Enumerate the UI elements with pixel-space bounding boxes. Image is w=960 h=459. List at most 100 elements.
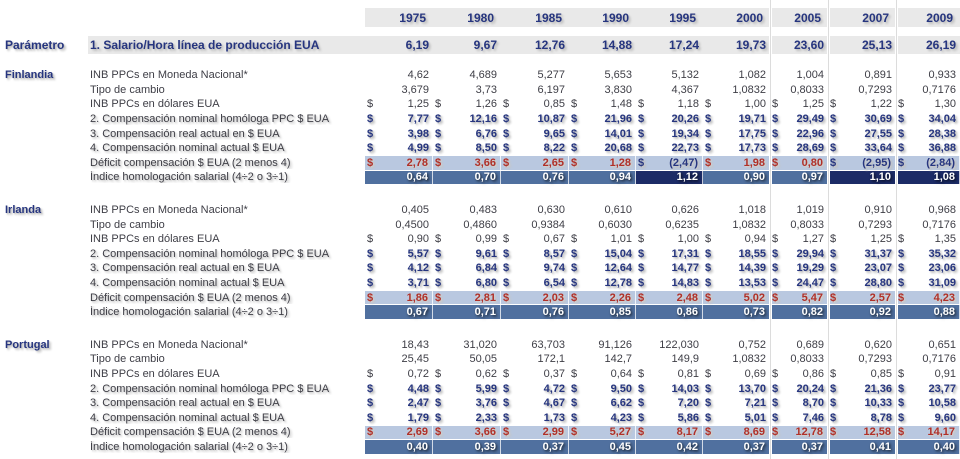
cell-finlandia-comp4-1985[interactable]: $8,22 [503, 142, 565, 155]
cell-portugal-inb_usd-2009[interactable]: $0,91 [898, 367, 956, 380]
cell-finlandia-comp4-2009[interactable]: $36,88 [898, 142, 956, 155]
cell-irlanda-inb_usd-1985[interactable]: $0,67 [503, 233, 565, 246]
row-label-comp2[interactable]: 2. Compensación nominal homóloga PPC $ E… [90, 382, 330, 395]
cell-portugal-comp3-1990[interactable]: $6,62 [571, 397, 632, 410]
cell-finlandia-inb_usd-1995[interactable]: $1,18 [638, 98, 699, 111]
cell-irlanda-comp3-2009[interactable]: $23,06 [898, 262, 956, 275]
row-label-inb_ppc[interactable]: INB PPCs en Moneda Nacional* [90, 338, 248, 351]
cell-irlanda-inb_usd-2000[interactable]: $0,94 [705, 233, 766, 246]
cell-portugal-deficit-2007[interactable]: $12,58 [828, 425, 896, 440]
cell-irlanda-comp3-1980[interactable]: $6,84 [435, 262, 497, 275]
cell-irlanda-inb_ppc-1985[interactable]: 0,630 [537, 204, 565, 217]
cell-portugal-deficit-1975[interactable]: $2,69 [365, 425, 433, 440]
cell-finlandia-inb_usd-2009[interactable]: $1,30 [898, 98, 956, 111]
year-header-1980[interactable]: 1980 [433, 8, 501, 27]
cell-irlanda-comp2-2000[interactable]: $18,55 [705, 247, 766, 260]
cell-portugal-tipo_cambio-1985[interactable]: 172,1 [537, 353, 565, 366]
cell-irlanda-deficit-1990[interactable]: $2,26 [569, 290, 636, 305]
row-label-comp4[interactable]: 4. Compensación nominal actual $ EUA [90, 411, 285, 424]
cell-irlanda-comp4-1980[interactable]: $6,80 [435, 277, 497, 290]
cell-irlanda-inb_usd-1980[interactable]: $0,99 [435, 233, 497, 246]
cell-irlanda-comp3-2005[interactable]: $19,29 [772, 262, 824, 275]
cell-irlanda-inb_ppc-2005[interactable]: 1,019 [796, 204, 824, 217]
cell-irlanda-comp4-2000[interactable]: $13,53 [705, 277, 766, 290]
cell-parametro-1990[interactable]: 14,88 [569, 36, 636, 54]
row-label-tipo_cambio[interactable]: Tipo de cambio [90, 83, 165, 96]
cell-irlanda-deficit-1995[interactable]: $2,48 [636, 290, 703, 305]
cell-portugal-tipo_cambio-1975[interactable]: 25,45 [401, 353, 429, 366]
cell-irlanda-indice-2000[interactable]: 0,73 [703, 305, 770, 319]
year-header-2000[interactable]: 2000 [703, 8, 770, 27]
cell-finlandia-comp4-2007[interactable]: $33,64 [830, 142, 892, 155]
cell-portugal-tipo_cambio-2009[interactable]: 0,7176 [922, 353, 956, 366]
cell-portugal-inb_usd-1975[interactable]: $0,72 [367, 367, 429, 380]
year-header-1975[interactable]: 1975 [365, 8, 433, 27]
cell-portugal-deficit-2005[interactable]: $12,78 [770, 425, 828, 440]
cell-portugal-inb_usd-2005[interactable]: $0,86 [772, 367, 824, 380]
cell-finlandia-deficit-1990[interactable]: $1,28 [569, 156, 636, 170]
cell-irlanda-deficit-2000[interactable]: $5,02 [703, 290, 770, 305]
cell-portugal-indice-1990[interactable]: 0,45 [569, 440, 636, 454]
cell-finlandia-comp2-2005[interactable]: $29,49 [772, 113, 824, 126]
cell-parametro-1980[interactable]: 9,67 [433, 36, 501, 54]
cell-irlanda-tipo_cambio-2009[interactable]: 0,7176 [922, 218, 956, 231]
cell-portugal-comp2-2007[interactable]: $21,36 [830, 382, 892, 395]
cell-finlandia-deficit-2005[interactable]: $0,80 [770, 156, 828, 170]
cell-irlanda-indice-2009[interactable]: 0,88 [896, 305, 960, 319]
cell-finlandia-comp4-1975[interactable]: $4,99 [367, 142, 429, 155]
cell-finlandia-inb_ppc-2000[interactable]: 1,082 [738, 69, 766, 82]
cell-irlanda-tipo_cambio-1980[interactable]: 0,4860 [463, 218, 497, 231]
cell-finlandia-deficit-2000[interactable]: $1,98 [703, 156, 770, 170]
cell-finlandia-comp3-1975[interactable]: $3,98 [367, 127, 429, 140]
cell-finlandia-indice-2007[interactable]: 1,10 [828, 170, 896, 185]
cell-portugal-deficit-1985[interactable]: $2,99 [501, 425, 569, 440]
cell-irlanda-comp4-1990[interactable]: $12,78 [571, 277, 632, 290]
cell-portugal-inb_ppc-1980[interactable]: 31,020 [463, 338, 497, 351]
row-label-inb_ppc[interactable]: INB PPCs en Moneda Nacional* [90, 69, 248, 82]
corner-label[interactable]: Parámetro [5, 38, 65, 52]
cell-portugal-inb_usd-2007[interactable]: $0,85 [830, 367, 892, 380]
cell-portugal-comp2-2000[interactable]: $13,70 [705, 382, 766, 395]
cell-irlanda-inb_ppc-1975[interactable]: 0,405 [401, 204, 429, 217]
year-header-1995[interactable]: 1995 [636, 8, 703, 27]
cell-portugal-tipo_cambio-1990[interactable]: 142,7 [604, 353, 632, 366]
cell-finlandia-inb_ppc-1980[interactable]: 4,689 [469, 69, 497, 82]
cell-finlandia-inb_ppc-2005[interactable]: 1,004 [796, 69, 824, 82]
cell-finlandia-inb_ppc-1975[interactable]: 4,62 [407, 69, 429, 82]
row-label-inb_usd[interactable]: INB PPCs en dólares EUA [90, 367, 220, 380]
row-label-tipo_cambio[interactable]: Tipo de cambio [90, 353, 165, 366]
cell-irlanda-deficit-1985[interactable]: $2,03 [501, 290, 569, 305]
cell-finlandia-tipo_cambio-1980[interactable]: 3,73 [475, 83, 497, 96]
cell-irlanda-inb_ppc-2009[interactable]: 0,968 [928, 204, 956, 217]
cell-finlandia-tipo_cambio-2007[interactable]: 0,7293 [858, 83, 892, 96]
cell-parametro-2000[interactable]: 19,73 [703, 36, 770, 54]
cell-irlanda-deficit-1975[interactable]: $1,86 [365, 290, 433, 305]
cell-irlanda-inb_usd-2007[interactable]: $1,25 [830, 233, 892, 246]
row-label-comp3[interactable]: 3. Compensación real actual en $ EUA [90, 397, 280, 410]
cell-finlandia-tipo_cambio-1975[interactable]: 3,679 [401, 83, 429, 96]
cell-finlandia-comp3-2005[interactable]: $22,96 [772, 127, 824, 140]
cell-irlanda-comp4-1995[interactable]: $14,83 [638, 277, 699, 290]
cell-portugal-inb_ppc-1995[interactable]: 122,030 [659, 338, 699, 351]
cell-parametro-2009[interactable]: 26,19 [896, 36, 960, 54]
cell-portugal-inb_usd-1985[interactable]: $0,37 [503, 367, 565, 380]
cell-portugal-tipo_cambio-2000[interactable]: 1,0832 [732, 353, 766, 366]
cell-parametro-1995[interactable]: 17,24 [636, 36, 703, 54]
cell-portugal-comp4-1995[interactable]: $5,86 [638, 411, 699, 424]
cell-irlanda-comp2-1995[interactable]: $17,31 [638, 247, 699, 260]
cell-irlanda-inb_usd-2005[interactable]: $1,27 [772, 233, 824, 246]
cell-irlanda-tipo_cambio-2000[interactable]: 1,0832 [732, 218, 766, 231]
row-label-indice[interactable]: Índice homologación salarial (4÷2 o 3÷1) [90, 306, 288, 319]
cell-irlanda-inb_usd-2009[interactable]: $1,35 [898, 233, 956, 246]
cell-finlandia-indice-2005[interactable]: 0,97 [770, 170, 828, 185]
row-label-tipo_cambio[interactable]: Tipo de cambio [90, 218, 165, 231]
cell-irlanda-indice-1980[interactable]: 0,71 [433, 305, 501, 319]
cell-finlandia-comp4-2005[interactable]: $28,69 [772, 142, 824, 155]
cell-finlandia-indice-2009[interactable]: 1,08 [896, 170, 960, 185]
cell-irlanda-comp4-2005[interactable]: $24,47 [772, 277, 824, 290]
cell-portugal-comp4-2009[interactable]: $9,60 [898, 411, 956, 424]
cell-irlanda-tipo_cambio-2005[interactable]: 0,8033 [790, 218, 824, 231]
row-label-indice[interactable]: Índice homologación salarial (4÷2 o 3÷1) [90, 440, 288, 453]
cell-irlanda-comp4-1975[interactable]: $3,71 [367, 277, 429, 290]
cell-portugal-indice-1975[interactable]: 0,40 [365, 440, 433, 454]
